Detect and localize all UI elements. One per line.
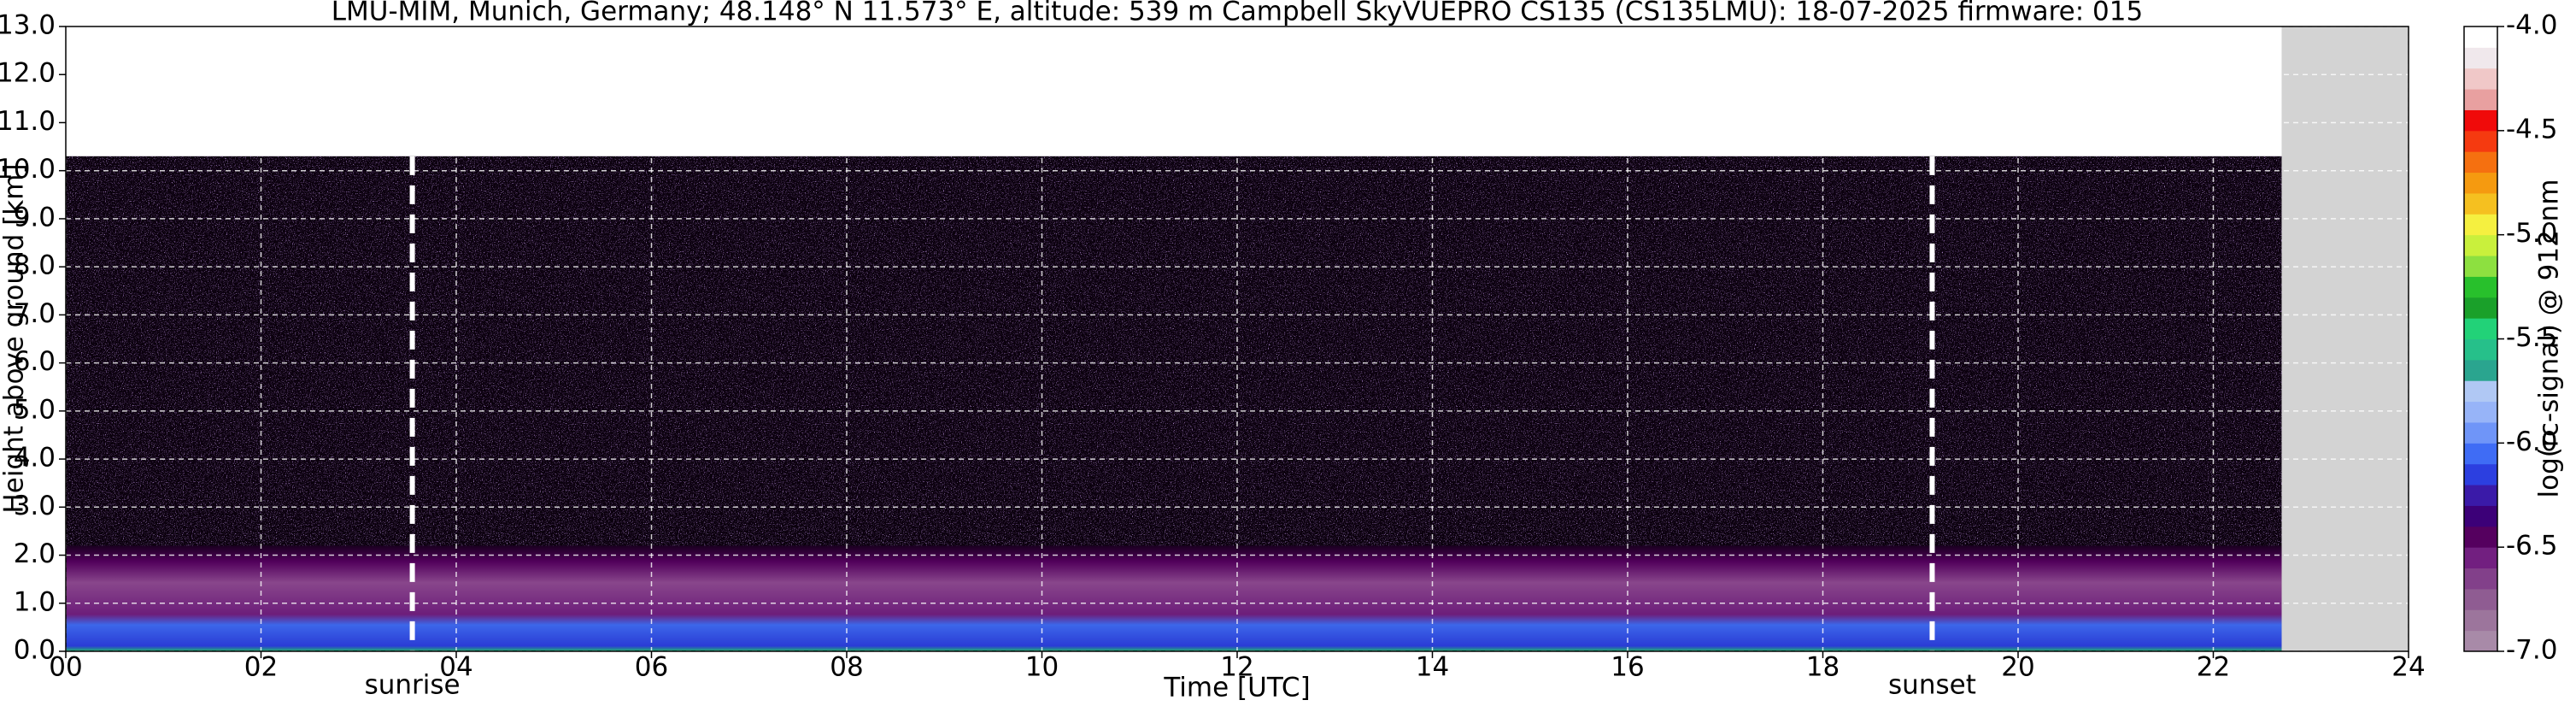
- colorbar-segment: [2464, 630, 2497, 652]
- colorbar-tick-label: -5.0: [2506, 218, 2558, 249]
- colorbar-segment: [2464, 526, 2497, 548]
- colorbar-segment: [2464, 463, 2497, 485]
- colorbar-segment: [2464, 89, 2497, 110]
- colorbar-tick-label: -5.5: [2506, 322, 2558, 353]
- colorbar-segment: [2464, 47, 2497, 69]
- colorbar-segment: [2464, 421, 2497, 444]
- colorbar-tick-label: -4.0: [2506, 10, 2558, 41]
- colorbar-tick-label: -7.0: [2506, 635, 2558, 666]
- y-tick-label: 11.0: [0, 106, 56, 137]
- y-tick-label: 0.0: [14, 635, 56, 666]
- colorbar-segment: [2464, 588, 2497, 610]
- colorbar-segment: [2464, 68, 2497, 90]
- colorbar-segment: [2464, 234, 2497, 256]
- y-tick-label: 4.0: [14, 443, 56, 474]
- annotation-label: sunset: [1888, 670, 1976, 701]
- y-tick-label: 2.0: [14, 538, 56, 569]
- x-tick-label: 16: [1611, 652, 1644, 683]
- colorbar-segment: [2464, 130, 2497, 152]
- y-tick-label: 10.0: [0, 154, 56, 185]
- x-axis-label: Time [UTC]: [1163, 673, 1310, 703]
- x-tick-label: 08: [830, 652, 863, 683]
- colorbar-segment: [2464, 443, 2497, 465]
- colorbar-segment: [2464, 297, 2497, 319]
- colorbar-tick-label: -4.5: [2506, 114, 2558, 144]
- heatmap-noise: [66, 156, 2282, 546]
- colorbar-tick-label: -6.5: [2506, 531, 2558, 562]
- y-tick-label: 6.0: [14, 346, 56, 377]
- colorbar-segment: [2464, 609, 2497, 632]
- colorbar-segment: [2464, 568, 2497, 590]
- annotation-label: sunrise: [365, 670, 461, 701]
- x-tick-label: 06: [635, 652, 668, 683]
- colorbar-tick-label: -6.0: [2506, 427, 2558, 457]
- y-tick-label: 9.0: [14, 202, 56, 232]
- colorbar-segment: [2464, 380, 2497, 403]
- colorbar-segment: [2464, 26, 2497, 48]
- x-tick-label: 14: [1416, 652, 1449, 683]
- y-axis-label: Height above ground [km]: [0, 163, 30, 513]
- x-tick-label: 10: [1025, 652, 1059, 683]
- colorbar-segment: [2464, 192, 2497, 215]
- x-tick-label: 04: [439, 652, 472, 683]
- colorbar-label: log(rc-signal) @ 912 nm: [2534, 179, 2565, 497]
- colorbar-segment: [2464, 359, 2497, 381]
- y-tick-label: 1.0: [14, 586, 56, 617]
- colorbar-segment: [2464, 109, 2497, 132]
- y-tick-label: 13.0: [0, 10, 56, 41]
- colorbar-segment: [2464, 256, 2497, 277]
- x-tick-label: 20: [2001, 652, 2034, 683]
- colorbar-segment: [2464, 485, 2497, 506]
- colorbar-segment: [2464, 401, 2497, 423]
- colorbar-segment: [2464, 338, 2497, 361]
- chart-title: LMU-MIM, Munich, Germany; 48.148° N 11.5…: [332, 0, 2143, 27]
- y-tick-label: 5.0: [14, 394, 56, 425]
- colorbar-segment: [2464, 151, 2497, 174]
- y-tick-label: 7.0: [14, 298, 56, 329]
- colorbar-segment: [2464, 318, 2497, 339]
- colorbar-segment: [2464, 505, 2497, 527]
- x-tick-label: 18: [1806, 652, 1840, 683]
- y-tick-label: 8.0: [14, 250, 56, 281]
- x-tick-label: 22: [2197, 652, 2230, 683]
- y-tick-label: 12.0: [0, 58, 56, 89]
- x-tick-label: 02: [244, 652, 278, 683]
- colorbar-segment: [2464, 276, 2497, 298]
- colorbar-segment: [2464, 172, 2497, 194]
- x-tick-label: 00: [49, 652, 82, 683]
- boundary-layer: [66, 545, 2282, 651]
- colorbar-segment: [2464, 214, 2497, 236]
- colorbar-segment: [2464, 547, 2497, 569]
- y-tick-label: 3.0: [14, 491, 56, 521]
- missing-data: [2281, 26, 2409, 651]
- x-tick-label: 24: [2391, 652, 2425, 683]
- x-tick-label: 12: [1220, 652, 1253, 683]
